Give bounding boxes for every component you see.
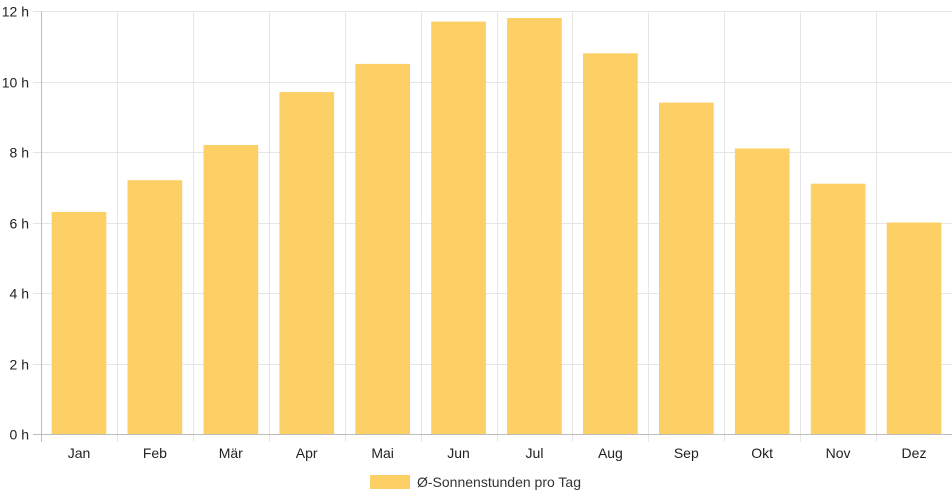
y-tick-label: 6 h — [10, 216, 29, 232]
x-tick-label: Feb — [143, 445, 167, 461]
bar-mai[interactable] — [355, 63, 410, 435]
y-axis-tick-labels: 0 h 2 h 4 h 6 h 8 h 10 h 12 h — [2, 4, 29, 443]
x-tick-label: Mai — [371, 445, 394, 461]
bars — [51, 18, 942, 435]
x-tick-label: Okt — [751, 445, 773, 461]
legend[interactable]: Ø-Sonnenstunden pro Tag — [370, 474, 581, 490]
bar-okt[interactable] — [734, 148, 790, 435]
y-tick-label: 0 h — [10, 427, 29, 443]
bar-sep[interactable] — [659, 102, 714, 434]
x-tick-label: Mär — [219, 445, 243, 461]
y-tick-label: 4 h — [10, 286, 29, 302]
bar-dez[interactable] — [886, 222, 942, 435]
bar-jul[interactable] — [507, 18, 562, 434]
x-tick-label: Dez — [902, 445, 927, 461]
x-tick-label: Sep — [674, 445, 699, 461]
x-tick-label: Jul — [526, 445, 544, 461]
x-axis-tick-labels: Jan Feb Mär Apr Mai Jun Jul Aug Sep Okt Nov Dez — [68, 445, 927, 461]
x-tick-label: Apr — [296, 445, 318, 461]
bar-apr[interactable] — [279, 92, 335, 434]
legend-swatch[interactable] — [370, 475, 410, 489]
bar-jun[interactable] — [431, 21, 486, 434]
legend-label[interactable]: Ø-Sonnenstunden pro Tag — [417, 474, 581, 490]
x-tick-label: Jan — [68, 445, 91, 461]
bar-jan[interactable] — [51, 211, 107, 434]
bar-feb[interactable] — [127, 180, 183, 434]
axes — [33, 11, 952, 442]
bar-mär[interactable] — [203, 145, 259, 434]
y-tick-label: 10 h — [2, 75, 29, 91]
bar-aug[interactable] — [583, 53, 638, 435]
x-tick-label: Jun — [447, 445, 470, 461]
y-tick-label: 8 h — [10, 145, 29, 161]
bar-nov[interactable] — [810, 183, 866, 434]
x-tick-label: Aug — [598, 445, 623, 461]
y-tick-label: 12 h — [2, 4, 29, 20]
y-tick-label: 2 h — [10, 357, 29, 373]
grid-lines — [33, 11, 952, 442]
x-tick-label: Nov — [826, 445, 851, 461]
